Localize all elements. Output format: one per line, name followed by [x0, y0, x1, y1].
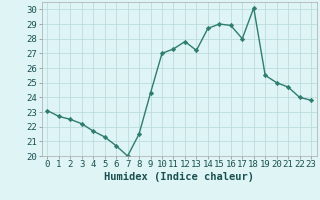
X-axis label: Humidex (Indice chaleur): Humidex (Indice chaleur) [104, 172, 254, 182]
